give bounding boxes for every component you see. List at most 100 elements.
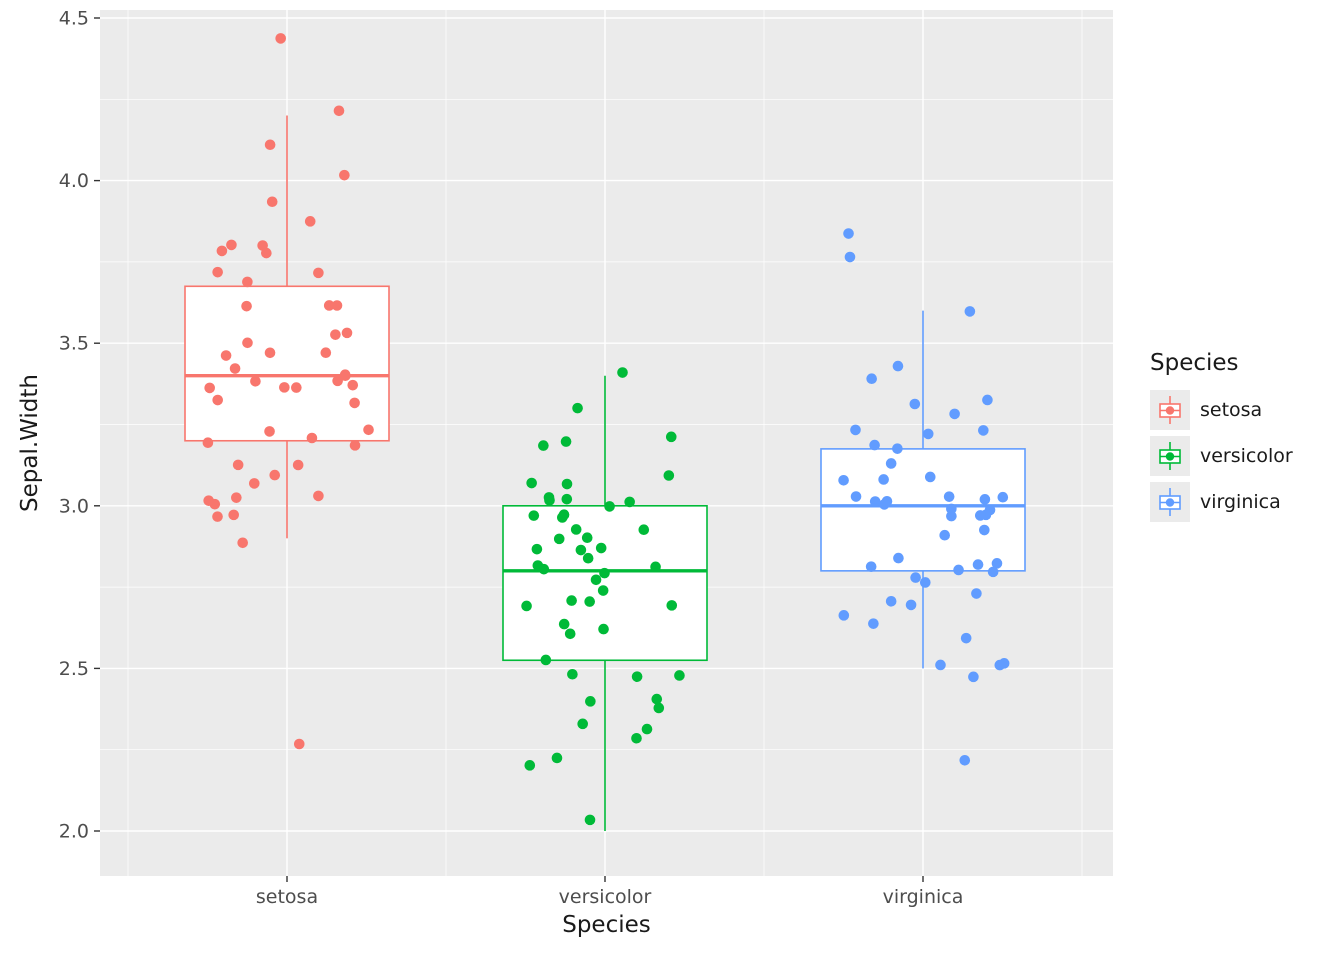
boxplot-key-icon — [1150, 390, 1190, 430]
x-tick-label: virginica — [883, 886, 964, 908]
jitter-point — [920, 577, 931, 588]
jitter-point — [572, 402, 583, 414]
jitter-point — [666, 600, 678, 611]
jitter-point — [850, 491, 862, 502]
y-tick-label: 4.5 — [59, 8, 89, 30]
jitter-point — [561, 478, 573, 490]
jitter-point — [997, 491, 1009, 503]
jitter-point — [595, 542, 607, 554]
jitter-point — [261, 247, 272, 259]
jitter-point — [971, 588, 982, 599]
jitter-point — [561, 493, 573, 505]
jitter-point — [943, 491, 955, 502]
plot-panel — [100, 10, 1113, 876]
box-iqr — [502, 504, 708, 662]
jitter-point — [641, 723, 653, 735]
jitter-point — [212, 394, 224, 406]
jitter-point — [232, 459, 244, 471]
jitter-point — [306, 432, 318, 444]
jitter-point — [566, 595, 577, 606]
jitter-points-setosa — [202, 33, 374, 750]
jitter-point — [313, 490, 324, 502]
jitter-point — [939, 529, 951, 541]
jitter-point — [320, 347, 332, 359]
jitter-point — [844, 251, 856, 263]
boxplot-key-icon — [1150, 482, 1190, 522]
jitter-point — [220, 350, 232, 361]
jitter-point — [922, 428, 934, 440]
jitter-point — [885, 458, 897, 469]
jitter-point — [330, 329, 341, 340]
jitter-point — [339, 369, 351, 381]
jitter-point — [892, 360, 904, 372]
y-tick-label: 4.0 — [59, 170, 89, 192]
legend-entry-versicolor: versicolor — [1150, 436, 1293, 476]
legend-entry-setosa: setosa — [1150, 390, 1293, 430]
jitter-point — [617, 367, 628, 378]
jitter-point — [974, 510, 986, 521]
legend-entry-label: setosa — [1200, 399, 1263, 421]
jitter-point — [347, 379, 359, 391]
jitter-point — [869, 496, 881, 507]
jitter-point — [241, 300, 252, 312]
jitter-point — [909, 398, 921, 410]
jitter-point — [551, 752, 563, 764]
jitter-point — [575, 544, 587, 556]
jitter-point — [924, 471, 936, 483]
jitter-point — [333, 105, 345, 117]
jitter-point — [538, 563, 550, 575]
jitter-point — [266, 196, 278, 208]
jitter-point — [850, 424, 861, 436]
jitter-point — [935, 659, 946, 671]
jitter-point — [893, 552, 904, 564]
jitter-point — [865, 561, 877, 572]
jitter-point — [553, 533, 565, 545]
jitter-point — [968, 671, 979, 683]
jitter-point — [949, 408, 960, 420]
jitter-point — [959, 754, 971, 766]
jitter-point — [248, 478, 260, 489]
jitter-point — [598, 623, 609, 635]
boxplot-setosa — [184, 115, 390, 539]
jitter-point — [216, 245, 228, 257]
jitter-point — [293, 738, 305, 750]
jitter-point — [544, 495, 555, 506]
jitter-point — [631, 671, 643, 682]
jitter-point — [869, 439, 880, 451]
jitter-points-versicolor — [521, 367, 685, 826]
jitter-point — [292, 459, 304, 471]
jitter-point — [226, 239, 237, 251]
jitter-point — [577, 718, 588, 730]
jitter-point — [665, 431, 677, 443]
jitter-point — [972, 559, 984, 570]
y-axis-title: Sepal.Width — [17, 374, 43, 512]
jitter-point — [979, 494, 991, 505]
jitter-point — [231, 492, 242, 503]
jitter-point — [604, 501, 615, 512]
x-tick-label: setosa — [256, 886, 318, 908]
jitter-point — [599, 567, 610, 579]
jitter-point — [242, 337, 253, 349]
jitter-point — [349, 397, 360, 409]
legend-entry-virginica: virginica — [1150, 482, 1293, 522]
boxplot-versicolor — [502, 375, 708, 831]
jitter-point — [582, 552, 594, 564]
jitter-point — [674, 670, 685, 681]
jitter-point — [585, 696, 596, 707]
jitter-point — [953, 564, 964, 576]
jitter-point — [528, 510, 540, 521]
jitter-point — [866, 373, 877, 384]
jitter-point — [581, 532, 593, 543]
jitter-point — [524, 760, 536, 771]
jitter-point — [584, 814, 596, 826]
jitter-point — [363, 424, 374, 436]
jitter-point — [264, 426, 275, 437]
jitter-point — [332, 375, 343, 387]
jitter-point — [663, 470, 675, 481]
jitter-point — [229, 363, 241, 374]
jitter-point — [964, 306, 976, 317]
jitter-point — [653, 702, 665, 714]
jitter-point — [982, 394, 993, 406]
jitter-point — [521, 600, 532, 612]
